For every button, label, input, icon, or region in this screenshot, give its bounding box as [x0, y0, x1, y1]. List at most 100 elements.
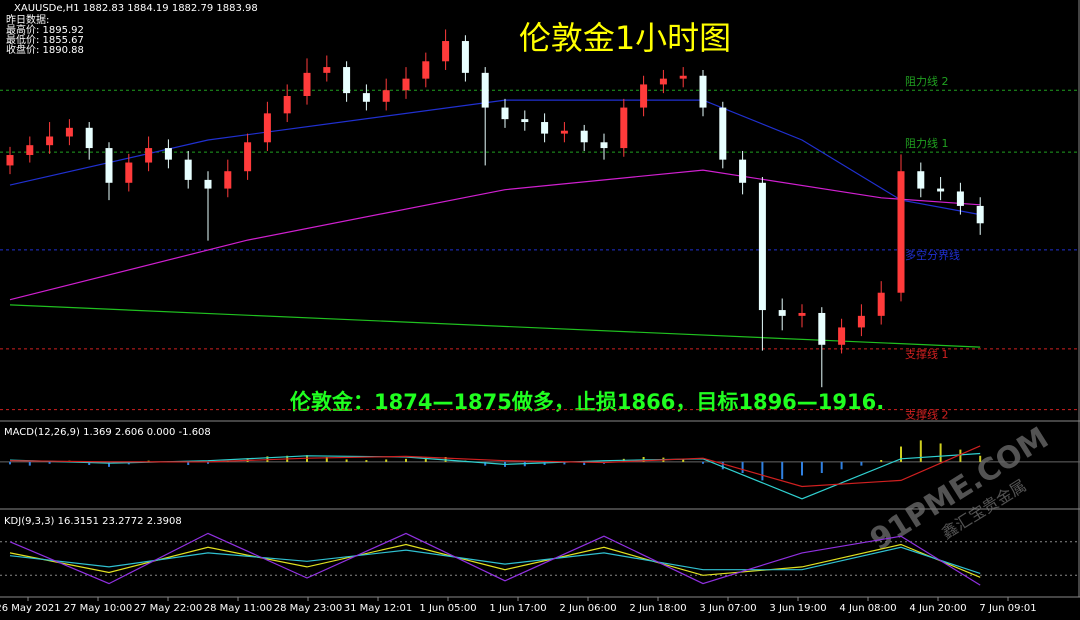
macd-bar [979, 455, 982, 462]
macd-label: MACD(12,26,9) 1.369 2.606 0.000 -1.608 [4, 427, 211, 438]
candle-body [244, 142, 252, 172]
chart-title: 伦敦金1小时图 [519, 19, 731, 57]
time-label: 27 May 22:00 [134, 603, 203, 614]
kdj-line [9, 532, 981, 586]
time-label: 2 Jun 18:00 [629, 603, 686, 614]
candle-body [521, 119, 529, 123]
macd-bar [682, 458, 685, 462]
candle-body [679, 75, 687, 79]
candle-body [758, 182, 766, 311]
candle-body [719, 107, 727, 160]
candle-body [184, 159, 192, 180]
time-label: 31 May 12:01 [344, 603, 413, 614]
candle-body [105, 148, 113, 183]
candle-body [739, 159, 747, 183]
macd-bar [9, 461, 11, 465]
annotation: 伦敦金：1874—1875做多，止损1866，目标1896—1916. [290, 390, 884, 414]
time-label: 1 Jun 17:00 [489, 603, 546, 614]
candle-body [501, 107, 509, 120]
macd-bar [741, 461, 744, 473]
macd-line [9, 445, 981, 488]
info-line: 收盘价: 1890.88 [6, 43, 84, 56]
macd-bar [48, 461, 51, 464]
macd-bar [801, 461, 803, 476]
time-label: 2 Jun 06:00 [559, 603, 616, 614]
macd-bar [563, 461, 566, 465]
candle-body [323, 67, 331, 73]
candle-body [283, 96, 291, 114]
candle-body [362, 93, 370, 102]
candle-body [699, 75, 707, 108]
candle-body [798, 312, 806, 316]
macd-bar [405, 458, 407, 462]
candle-body [917, 171, 925, 189]
macd-bar [761, 461, 764, 481]
candle-body [343, 67, 351, 94]
time-label: 7 Jun 09:01 [979, 603, 1036, 614]
macd-bar [187, 461, 190, 465]
kdj-line [9, 543, 981, 578]
macd-bar [939, 443, 942, 462]
info-line: 最低价: 1855.67 [6, 33, 84, 46]
candle-body [937, 188, 945, 192]
candle-body [46, 136, 54, 146]
level-label: 阻力线 1 [905, 136, 949, 150]
time-label: 27 May 10:00 [64, 603, 133, 614]
macd-bar [900, 446, 902, 462]
candle-body [560, 130, 568, 134]
macd-bar [840, 461, 843, 470]
macd-bar [781, 461, 784, 480]
candle-body [659, 78, 667, 85]
candle-body [145, 148, 153, 163]
macd-bar [345, 459, 348, 462]
macd-bar [583, 461, 586, 465]
time-label: 3 Jun 07:00 [699, 603, 756, 614]
candle-body [125, 162, 133, 183]
candle-body [897, 171, 905, 293]
time-label: 4 Jun 20:00 [909, 603, 966, 614]
candle-body [26, 145, 34, 156]
time-label: 28 May 11:00 [204, 603, 273, 614]
info-line: 最高价: 1895.92 [6, 23, 84, 36]
header: XAUUSDe,H1 1882.83 1884.19 1882.79 1883.… [14, 3, 258, 14]
level-label: 支撑线 1 [905, 347, 949, 361]
candle-body [620, 107, 628, 149]
candle-body [956, 191, 964, 206]
macd-bar [702, 461, 704, 464]
info-line: 昨日数据: [6, 13, 49, 26]
time-label: 28 May 23:00 [274, 603, 343, 614]
candle-body [600, 142, 608, 149]
candle-body [263, 113, 271, 143]
macd-bar [820, 461, 823, 473]
candle-body [877, 292, 885, 316]
macd-bar [207, 461, 209, 464]
level-label: 多空分界线 [905, 248, 960, 262]
time-label: 26 May 2021 [0, 603, 61, 614]
macd-bar [365, 460, 368, 462]
candle-body [85, 127, 93, 149]
macd-bar [880, 460, 883, 462]
time-label: 4 Jun 08:00 [839, 603, 896, 614]
kdj-line [9, 546, 981, 574]
candle-body [580, 130, 588, 143]
macd-bar [325, 457, 328, 462]
macd-bar [484, 461, 487, 466]
macd-bar [424, 457, 427, 462]
candle-body [818, 312, 826, 345]
time-label: 3 Jun 19:00 [769, 603, 826, 614]
macd-bar [721, 461, 724, 470]
candle-body [382, 90, 390, 102]
candle-body [303, 72, 311, 96]
candle-body [640, 84, 648, 108]
macd-bar [28, 461, 31, 466]
candle-body [778, 310, 786, 316]
candle-body [402, 78, 410, 91]
candle-body [838, 327, 846, 345]
macd-bar [959, 449, 962, 462]
candle-body [442, 41, 450, 62]
candle-body [857, 315, 865, 328]
candle-body [224, 171, 232, 189]
